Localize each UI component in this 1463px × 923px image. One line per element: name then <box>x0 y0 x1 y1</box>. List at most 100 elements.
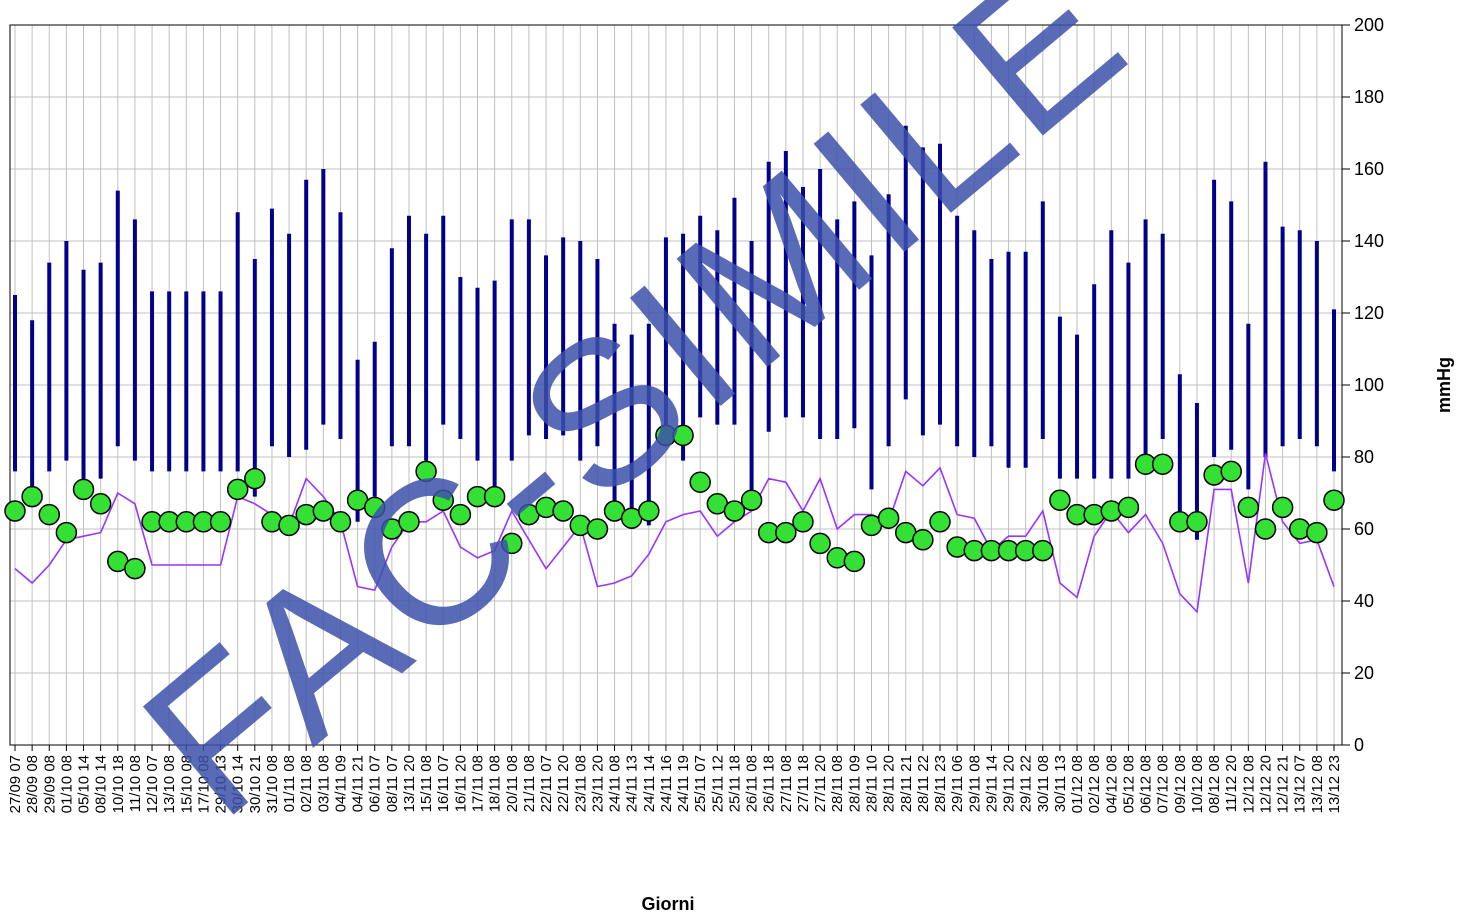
x-tick-label: 25/11 12 <box>709 755 726 812</box>
x-tick-label: 31/10 08 <box>264 755 281 813</box>
point <box>552 500 574 522</box>
x-tick-label: 28/09 08 <box>24 755 41 813</box>
x-tick-label: 10/12 08 <box>1189 755 1206 813</box>
x-tick-label: 17/10 08 <box>195 755 212 813</box>
x-tick-label: 27/11 08 <box>778 755 795 812</box>
x-tick-label: 01/10 08 <box>58 755 75 813</box>
point <box>672 424 694 447</box>
x-tick-label: 25/11 18 <box>726 755 743 812</box>
x-tick-label: 13/12 07 <box>1292 755 1309 813</box>
x-tick-label: 05/12 08 <box>1120 755 1137 813</box>
x-tick-label: 15/11 08 <box>418 755 435 812</box>
x-tick-label: 07/12 08 <box>1155 755 1172 813</box>
x-tick-label: 25/11 07 <box>692 755 709 812</box>
x-tick-label: 04/11 09 <box>332 755 349 812</box>
y-tick-label: 20 <box>1354 663 1374 683</box>
x-tick-label: 29/11 22 <box>1018 755 1035 812</box>
point <box>1220 460 1242 483</box>
y-tick-label: 120 <box>1354 303 1384 323</box>
x-tick-label: 12/12 20 <box>1257 755 1274 813</box>
x-tick-label: 29/11 20 <box>1001 755 1018 812</box>
point <box>415 460 437 483</box>
x-tick-label: 11/10 08 <box>127 755 144 812</box>
point <box>226 478 249 501</box>
x-tick-label: 04/11 21 <box>350 755 367 812</box>
x-tick-label: 11/12 20 <box>1223 755 1240 812</box>
x-tick-label: 23/11 08 <box>572 755 589 812</box>
point <box>740 489 763 511</box>
x-tick-label: 29/09 08 <box>41 755 58 813</box>
x-tick-label: 09/12 08 <box>1172 755 1189 813</box>
y-tick-label: 100 <box>1354 375 1384 395</box>
x-tick-label: 27/11 18 <box>795 755 812 812</box>
point <box>449 503 472 526</box>
x-tick-label: 21/11 08 <box>521 755 538 812</box>
x-tick-label: 13/12 08 <box>1309 755 1326 813</box>
point <box>329 511 352 533</box>
point <box>363 496 386 519</box>
x-tick-label: 29/11 08 <box>966 755 983 812</box>
point <box>89 493 112 515</box>
x-tick-label: 08/11 07 <box>384 755 401 812</box>
point <box>398 511 420 533</box>
point <box>792 511 814 533</box>
point <box>1032 539 1054 562</box>
x-tick-label: 22/11 07 <box>538 755 555 812</box>
point <box>929 511 951 533</box>
point <box>501 532 523 555</box>
x-tick-label: 08/12 08 <box>1206 755 1223 813</box>
x-tick-label: 17/11 08 <box>470 755 487 812</box>
x-tick-label: 12/10 07 <box>144 755 161 813</box>
point <box>209 511 232 533</box>
point <box>1271 496 1294 519</box>
x-tick-label: 30/10 14 <box>230 755 247 813</box>
x-tick-label: 06/12 08 <box>1138 755 1155 813</box>
x-tick-label: 30/11 08 <box>1035 755 1052 812</box>
x-tick-label: 18/11 08 <box>487 755 504 812</box>
point <box>1306 521 1328 544</box>
point <box>72 478 95 501</box>
x-tick-label: 12/12 21 <box>1275 755 1292 813</box>
point <box>638 500 660 522</box>
x-tick-label: 28/11 09 <box>846 755 863 812</box>
y-tick-label: 140 <box>1354 231 1384 251</box>
y-tick-label: 40 <box>1354 591 1374 611</box>
x-tick-label: 04/12 08 <box>1103 755 1120 813</box>
x-tick-label: 26/11 08 <box>744 755 761 812</box>
x-tick-label: 28/11 21 <box>898 755 915 812</box>
x-tick-label: 27/11 20 <box>812 755 829 812</box>
point <box>689 471 711 493</box>
x-tick-label: 29/10 13 <box>213 755 230 813</box>
point <box>809 532 831 555</box>
y-tick-label: 200 <box>1354 15 1384 35</box>
x-tick-label: 30/11 13 <box>1052 755 1069 812</box>
point <box>55 521 78 544</box>
point <box>843 550 866 573</box>
point <box>1151 453 1174 475</box>
x-tick-label: 30/10 21 <box>247 755 264 813</box>
x-tick-label: 24/11 19 <box>675 755 692 812</box>
y-tick-label: 0 <box>1354 735 1364 755</box>
x-tick-label: 23/11 20 <box>589 755 606 812</box>
x-tick-label: 20/11 08 <box>504 755 521 812</box>
x-tick-label: 13/10 08 <box>161 755 178 813</box>
x-tick-label: 26/11 18 <box>761 755 778 812</box>
x-tick-label: 08/10 14 <box>93 755 110 813</box>
x-tick-label: 28/11 23 <box>932 755 949 812</box>
x-tick-label: 24/11 08 <box>607 755 624 812</box>
x-tick-label: 02/12 08 <box>1086 755 1103 813</box>
x-tick-label: 16/11 07 <box>435 755 452 812</box>
x-tick-label: 24/11 14 <box>641 755 658 812</box>
point <box>775 521 797 544</box>
x-tick-label: 24/11 16 <box>658 755 675 812</box>
x-tick-label: 06/11 07 <box>367 755 384 812</box>
point <box>1049 489 1071 511</box>
x-tick-label: 13/11 20 <box>401 755 418 812</box>
x-tick-label: 12/12 08 <box>1240 755 1257 813</box>
x-tick-label: 28/11 10 <box>863 755 880 812</box>
x-tick-label: 01/12 08 <box>1069 755 1086 813</box>
x-tick-label: 02/11 08 <box>298 755 315 812</box>
point <box>278 514 300 537</box>
point <box>723 500 746 522</box>
